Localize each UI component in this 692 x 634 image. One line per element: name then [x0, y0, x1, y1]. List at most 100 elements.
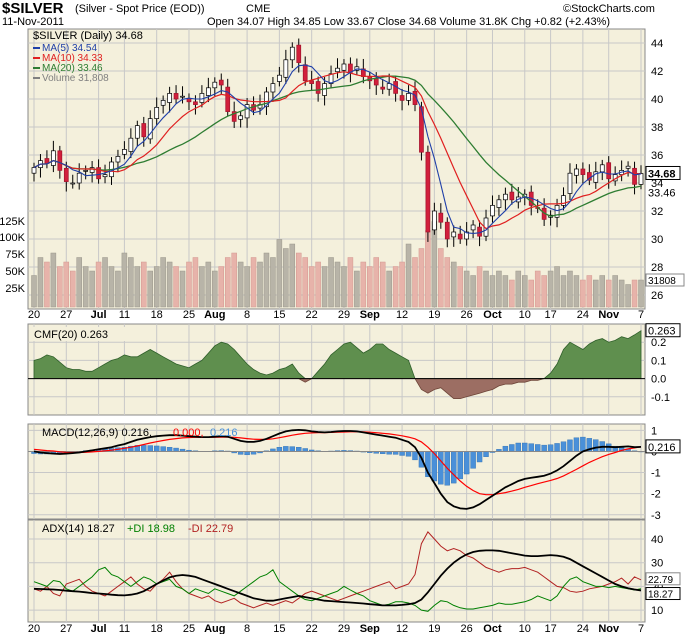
volume-bar [444, 257, 451, 308]
ma10-line [33, 71, 642, 230]
volume-bar [89, 270, 95, 308]
candle-body [206, 87, 211, 96]
macd-histogram-bar [405, 451, 412, 457]
x-tick-label-top: 22 [306, 309, 318, 321]
y-tick-label: 44 [651, 38, 663, 50]
macd-histogram-bar [160, 446, 166, 452]
x-tick-label-top: 26 [461, 309, 473, 321]
x-tick-label-bottom: 29 [338, 623, 350, 634]
volume-bar [567, 270, 573, 308]
volume-bar [231, 252, 237, 308]
volume-bar [341, 266, 347, 308]
volume-bar [399, 261, 405, 308]
volume-bar [418, 248, 425, 308]
adx-legend-adx: ADX(14) 18.27 [42, 523, 115, 535]
candle-body [419, 106, 424, 153]
x-tick-label-top: 7 [638, 309, 644, 321]
candle-body [173, 93, 179, 100]
volume-bar [166, 261, 173, 308]
volume-bar [283, 248, 289, 308]
volume-bar [593, 279, 599, 308]
volume-tick-label: 25K [5, 283, 25, 295]
volume-bar [405, 243, 412, 308]
macd-histogram-bar [502, 445, 509, 452]
volume-bar [102, 257, 108, 308]
legend-entry: Volume 31,808 [42, 73, 109, 84]
adx-legend-mdi: -DI 22.79 [188, 523, 233, 535]
x-tick-label-bottom: 18 [151, 623, 163, 634]
y-tick-label: -1 [651, 468, 661, 480]
volume-bar [218, 266, 225, 308]
y-tick-label: 1 [651, 425, 657, 437]
volume-bar [31, 275, 37, 308]
candle-body [632, 167, 637, 185]
volume-bar [76, 257, 82, 308]
volume-bar [315, 261, 321, 308]
ma5-line [33, 64, 642, 234]
candle-body [76, 172, 82, 184]
x-tick-label-bottom: 19 [428, 623, 440, 634]
y-tick-label: 0.0 [651, 374, 666, 386]
macd-histogram-bar [166, 447, 173, 452]
candle-body [218, 79, 224, 86]
volume-bar [205, 261, 212, 308]
legend-entry: MA(5) 34.54 [42, 43, 97, 54]
candle-body [134, 125, 140, 139]
macd-histogram-bar [541, 444, 547, 452]
macd-histogram-bar [141, 445, 147, 452]
volume-tick-label: 50K [5, 266, 25, 278]
quote-line: Open 34.07 High 34.85 Low 33.67 Close 34… [207, 16, 611, 28]
candle-body [302, 64, 308, 82]
legend-entry: MA(20) 33.46 [42, 63, 103, 74]
volume-bar [509, 279, 515, 308]
candle-body [102, 174, 108, 178]
candle-body [212, 81, 218, 89]
x-tick-label-bottom: 11 [119, 623, 130, 634]
x-tick-label-bottom: Nov [598, 623, 620, 634]
volume-bar [373, 257, 379, 308]
candle-body [264, 91, 269, 108]
volume-bar [147, 270, 153, 308]
volume-bar [528, 279, 534, 308]
adx-last-label: 18.27 [648, 590, 673, 601]
volume-bar [476, 266, 483, 308]
x-tick-label-bottom: 7 [638, 623, 644, 634]
x-tick-label-top: 27 [60, 309, 72, 321]
candle-body [335, 67, 340, 73]
macd-histogram-bar [451, 451, 457, 484]
y-tick-label: 26 [651, 290, 663, 302]
y-tick-label: 38 [651, 122, 663, 134]
volume-bar [412, 257, 418, 308]
candle-body [490, 205, 495, 217]
adx-panel [27, 519, 646, 623]
candle-body [63, 167, 69, 182]
volume-bar [470, 275, 476, 308]
volume-bar [612, 275, 618, 308]
volume-last-tag [645, 273, 685, 287]
volume-bar [173, 266, 179, 308]
candle-body [457, 233, 463, 240]
volume-bar [328, 257, 334, 308]
volume-bar [237, 261, 244, 308]
volume-bar [496, 270, 502, 308]
volume-bar [63, 261, 70, 308]
candle-body [296, 44, 302, 63]
volume-bar [128, 257, 134, 308]
macd-histogram-bar [560, 441, 567, 452]
candle-body [115, 156, 121, 163]
candle-body [167, 93, 172, 103]
volume-bar [250, 257, 257, 308]
macd-histogram-bar [573, 437, 580, 452]
adx-mdi-last-label: 22.79 [648, 575, 673, 586]
candle-body [341, 63, 347, 71]
macd-histogram-bar [147, 445, 153, 452]
y-tick-label: 28 [651, 262, 663, 274]
x-tick-label-top: Aug [204, 309, 225, 321]
x-tick-label-top: 29 [338, 309, 350, 321]
candle-body [451, 231, 457, 238]
macd-last-tag [645, 439, 681, 454]
volume-bar [82, 266, 89, 308]
volume-bar [573, 275, 580, 308]
x-tick-label-bottom: 12 [396, 623, 408, 634]
